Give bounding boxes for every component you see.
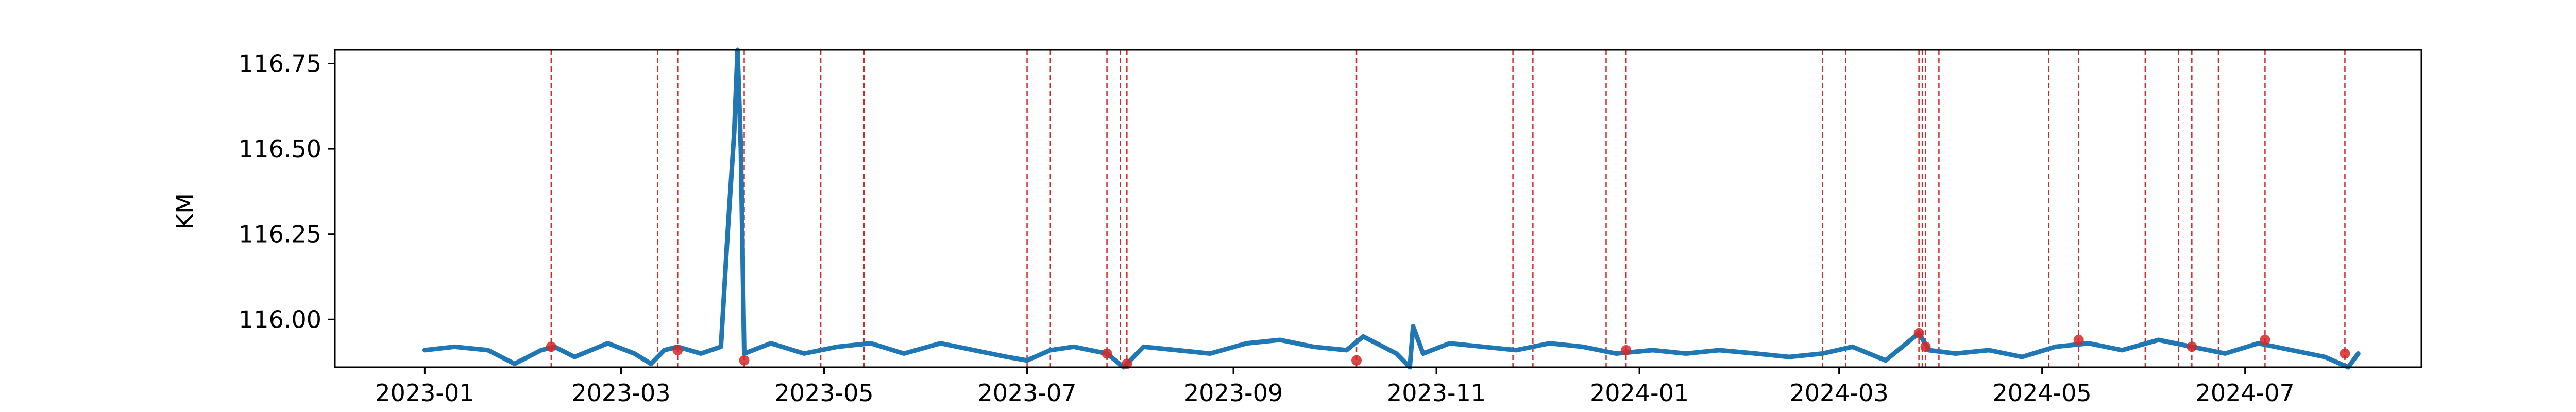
event-marker-3 xyxy=(739,355,750,366)
y-tick-label-3: 116.50 xyxy=(239,135,321,163)
event-marker-6 xyxy=(1351,355,1362,366)
x-tick-label-9: 2024-05 xyxy=(1993,379,2092,407)
y-axis: 116.00 116.25 116.50 116.75 xyxy=(239,49,335,333)
event-marker-1 xyxy=(546,341,556,352)
y-tick-label-1: 116.00 xyxy=(239,305,321,333)
x-tick-label-2: 2023-03 xyxy=(571,379,670,407)
event-marker-4 xyxy=(1101,348,1112,359)
y-tick-label-2: 116.25 xyxy=(239,220,321,248)
event-lines xyxy=(550,50,2346,367)
y-axis-label: KM xyxy=(171,193,199,229)
event-marker-7 xyxy=(1621,345,1632,355)
y-tick-label-4: 116.75 xyxy=(239,49,321,77)
x-tick-label-3: 2023-05 xyxy=(774,379,873,407)
event-marker-11 xyxy=(2187,341,2197,352)
x-tick-label-6: 2023-11 xyxy=(1387,379,1486,407)
x-tick-label-10: 2024-07 xyxy=(2196,379,2295,407)
series-layer xyxy=(422,47,2361,370)
x-axis: 2023-01 2023-03 2023-05 2023-07 2023-09 2023-… xyxy=(375,367,2295,407)
plot-area-frame xyxy=(334,49,2422,368)
event-marker-5 xyxy=(1122,358,1132,369)
event-marker-12 xyxy=(2260,335,2270,346)
event-marker-2 xyxy=(672,345,683,355)
event-marker-13 xyxy=(2340,348,2350,359)
x-tick-label-1: 2023-01 xyxy=(375,379,474,407)
series-line-1 xyxy=(422,47,2361,370)
x-tick-label-7: 2024-01 xyxy=(1590,379,1689,407)
x-tick-label-5: 2023-09 xyxy=(1184,379,1283,407)
event-marker-10 xyxy=(2073,335,2084,346)
x-tick-label-4: 2023-07 xyxy=(977,379,1076,407)
event-markers xyxy=(546,328,2350,369)
x-tick-label-8: 2024-03 xyxy=(1790,379,1889,407)
event-marker-9 xyxy=(1920,341,1931,352)
event-marker-8 xyxy=(1913,328,1924,338)
